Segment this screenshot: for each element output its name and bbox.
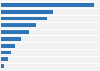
Bar (1, 64, 4, 68)
Bar (1, 10, 53, 13)
Bar (1, 30, 28, 34)
Bar (1, 3, 94, 7)
Bar (1, 37, 21, 41)
Bar (1, 23, 36, 27)
Bar (1, 58, 8, 61)
Bar (1, 44, 15, 48)
Bar (1, 51, 12, 54)
Bar (1, 17, 47, 20)
